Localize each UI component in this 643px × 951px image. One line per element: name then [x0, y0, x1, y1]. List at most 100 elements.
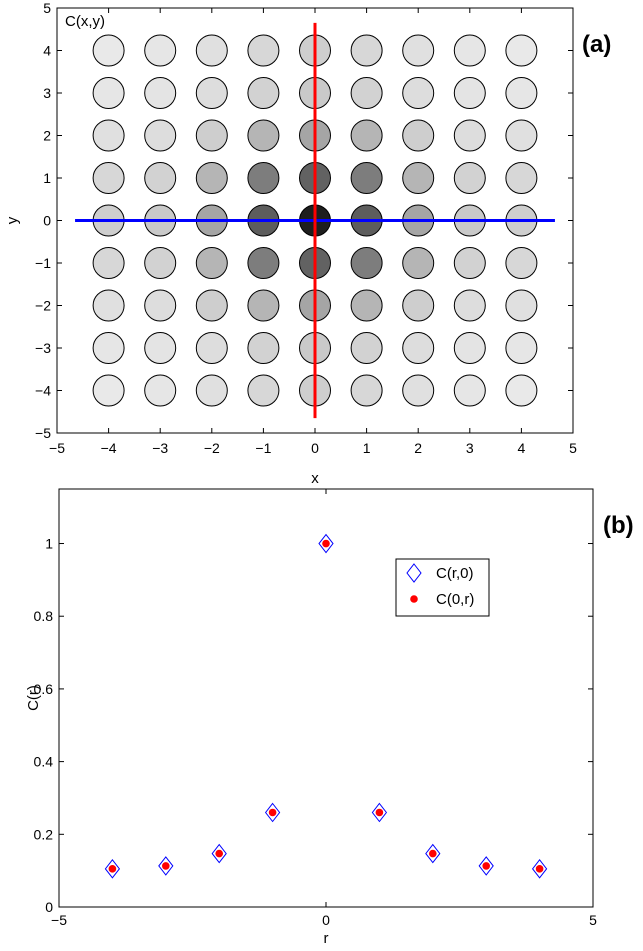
heatmap-cell — [195, 289, 228, 322]
heatmap-cell — [144, 77, 177, 109]
y-tick-label: 0.4 — [34, 754, 54, 770]
x-ticks-b: −5 0 5 — [51, 489, 597, 928]
heatmap-cell — [453, 332, 486, 364]
y-tick-label: 0 — [43, 213, 51, 229]
dot-marker — [429, 849, 437, 858]
dot-marker — [375, 808, 384, 817]
heatmap-cell — [453, 374, 486, 407]
y-ticks-a: −5 −4 −3 −2 −1 0 1 2 3 4 5 — [35, 0, 573, 441]
y-axis-label-b: C(r) — [25, 685, 42, 711]
heatmap-cell — [505, 374, 538, 407]
dot-marker — [482, 862, 491, 870]
heatmap-cell — [92, 332, 125, 364]
diamond-marker — [211, 843, 227, 864]
y-tick-label: −5 — [35, 425, 51, 441]
plot-frame-b — [58, 488, 594, 908]
heatmap-cell — [505, 34, 538, 67]
heatmap-cell — [144, 119, 177, 152]
heatmap-cell — [350, 247, 383, 279]
y-tick-label: −1 — [35, 255, 51, 271]
heatmap-cell — [92, 119, 125, 152]
y-ticks-b: 0 0.2 0.4 0.6 0.8 1 — [34, 536, 593, 915]
heatmap-cell — [92, 247, 125, 279]
heatmap-cell — [453, 34, 486, 67]
legend-box — [395, 558, 490, 617]
heatmap-cell — [195, 77, 228, 109]
heatmap-cell — [350, 162, 383, 194]
x-tick-label: 3 — [466, 440, 474, 456]
diamond-marker — [104, 859, 121, 879]
dot-marker — [535, 865, 544, 873]
dot-marker — [162, 862, 170, 870]
heatmap-cell — [247, 162, 280, 194]
heatmap-cell — [350, 289, 383, 322]
heatmap-cell — [505, 162, 538, 194]
heatmap-cell — [144, 289, 177, 322]
diamond-marker — [264, 802, 281, 823]
heatmap-cell — [195, 247, 228, 279]
panel-a: −5 −4 −3 −2 −1 0 1 2 3 4 5 −5 −4 −3 −2 −1 0 1 2 3 4 5 C(x,y)… — [4, 0, 611, 487]
diamond-marker — [158, 856, 174, 876]
y-tick-label: −2 — [35, 298, 51, 314]
heatmap-cell — [350, 119, 383, 152]
heatmap-cell — [505, 332, 538, 364]
y-tick-label: 1 — [43, 170, 51, 186]
x-tick-label: 2 — [414, 440, 422, 456]
y-tick-label: 0.6 — [34, 681, 54, 697]
x-tick-label: −5 — [51, 912, 67, 928]
heatmap-cell — [453, 162, 486, 194]
heatmap-cell — [195, 162, 228, 194]
y-tick-label: 5 — [43, 0, 51, 16]
heatmap-cell — [453, 289, 486, 322]
heatmap-cell — [350, 77, 383, 109]
x-tick-label: −2 — [204, 440, 220, 456]
heatmap-cell — [453, 119, 486, 152]
x-tick-label: 5 — [569, 440, 577, 456]
y-tick-label: 3 — [43, 85, 51, 101]
heatmap-cell — [402, 289, 435, 322]
heatmap-cell — [144, 34, 177, 67]
x-tick-label: −4 — [101, 440, 117, 456]
heatmap-cell — [402, 77, 435, 109]
heatmap-cell — [195, 332, 228, 364]
heatmap-cell — [402, 247, 435, 279]
heatmap-cell — [92, 289, 125, 322]
legend-marker-diamond — [406, 563, 422, 583]
crosshair-lines — [75, 22, 555, 419]
heatmap-cell — [92, 374, 125, 407]
heatmap-cell — [350, 34, 383, 67]
legend-label-c-0-r: C(0,r) — [436, 591, 474, 608]
heatmap-cell — [195, 374, 228, 407]
x-tick-label: 0 — [322, 912, 330, 928]
panel-label-a: (a) — [582, 31, 611, 58]
y-tick-label: −3 — [35, 340, 51, 356]
heatmap-cell — [92, 77, 125, 109]
heatmap-cell — [247, 374, 280, 407]
heatmap-cell — [402, 162, 435, 194]
heatmap-cell — [247, 34, 280, 67]
heatmap-cell — [195, 34, 228, 67]
heatmap-cell — [402, 332, 435, 364]
heatmap-cell — [350, 332, 383, 364]
diamond-marker — [478, 856, 494, 876]
heatmap-cell — [247, 332, 280, 364]
x-tick-label: 5 — [589, 912, 597, 928]
heatmap-cell — [505, 119, 538, 152]
x-tick-label: −5 — [49, 440, 65, 456]
x-axis-label-a: x — [311, 470, 319, 487]
heatmap-cell — [350, 374, 383, 407]
chart-title-a: C(x,y) — [65, 13, 105, 30]
diamond-marker — [318, 533, 334, 554]
legend: C(r,0) C(0,r) — [395, 558, 490, 617]
heatmap-cell — [402, 119, 435, 152]
heatmap-cell — [144, 247, 177, 279]
y-tick-label: 2 — [43, 128, 51, 144]
x-axis-label-b: r — [324, 930, 329, 947]
y-axis-label-a: y — [4, 216, 21, 224]
dot-marker — [322, 539, 330, 548]
x-tick-label: 4 — [518, 440, 526, 456]
scatter-points — [104, 533, 548, 879]
y-tick-label: 0.8 — [34, 608, 54, 624]
x-tick-label: 0 — [311, 440, 319, 456]
